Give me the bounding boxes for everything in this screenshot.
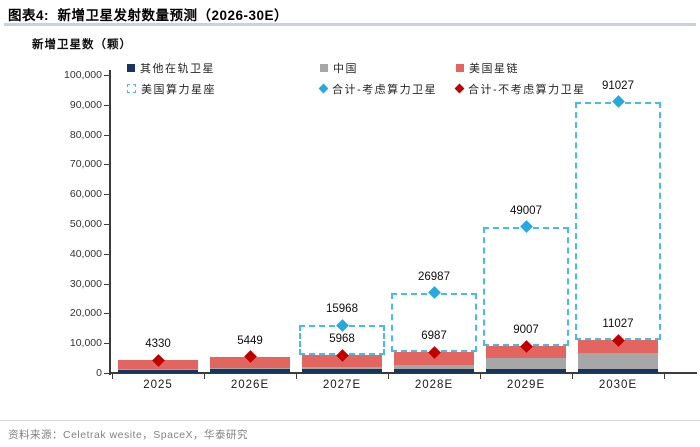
category-label: 2029E (506, 379, 546, 391)
bar-segment-other-in-orbit (302, 369, 382, 373)
legend-label: 合计-考虑算力卫星 (332, 83, 438, 96)
value-label-total-without: 11027 (602, 318, 634, 331)
x-axis-tick (664, 374, 665, 379)
y-tick-label: 80,000 (69, 128, 102, 141)
compute-constellation-dashed-box (391, 292, 477, 353)
x-axis-tick (572, 374, 573, 379)
x-axis-tick (480, 374, 481, 379)
square-swatch-icon (320, 63, 328, 72)
legend-row: 美国算力星座 合计-考虑算力卫星 合计-不考虑算力卫星 (127, 78, 666, 99)
y-axis-title: 新增卫星数（颗） (32, 39, 132, 51)
legend-item: 美国算力星座 (127, 81, 320, 97)
legend-label: 其他在轨卫星 (140, 62, 215, 75)
y-tick-label: 40,000 (69, 247, 102, 260)
bar-segment-other-in-orbit (578, 369, 658, 373)
x-axis-tick (296, 374, 297, 379)
bar-segment-other-in-orbit (394, 369, 474, 373)
value-label-total-with: 49007 (510, 204, 542, 217)
value-label-total-with: 26987 (418, 270, 450, 283)
legend-item: 合计-考虑算力卫星 (318, 81, 456, 97)
value-label-total-with: 15968 (326, 303, 358, 316)
x-axis-tick (112, 374, 113, 379)
legend-label: 美国算力星座 (141, 83, 216, 96)
y-axis-tick (104, 194, 110, 196)
x-axis-tick (204, 374, 205, 379)
source-divider (0, 420, 700, 421)
bar-segment-china (486, 358, 566, 370)
bar-segment-other-in-orbit (486, 369, 566, 373)
y-tick-label: 60,000 (69, 188, 102, 201)
compute-constellation-dashed-box (575, 101, 661, 341)
square-swatch-icon (127, 63, 135, 72)
y-axis-tick (104, 134, 110, 136)
legend-item: 中国 (320, 60, 456, 76)
y-axis-tick (104, 283, 110, 285)
legend-item: 其他在轨卫星 (127, 60, 320, 76)
legend-label: 美国星链 (469, 62, 519, 75)
value-label-total-without: 5449 (237, 334, 263, 347)
y-axis-tick (104, 224, 110, 225)
value-label-total-with: 91027 (602, 79, 634, 92)
value-label-total-without: 6987 (421, 330, 447, 343)
y-tick-label: 100,000 (64, 69, 102, 81)
bar-segment-other-in-orbit (210, 369, 290, 373)
y-tick-label: 20,000 (69, 307, 102, 320)
y-axis-tick (104, 75, 110, 76)
category-label: 2028E (414, 379, 454, 391)
legend-item: 美国星链 (456, 60, 666, 76)
source-note: 资料来源：Celetrak wesite，SpaceX，华泰研究 (8, 429, 249, 441)
value-label-total-without: 4330 (145, 338, 171, 351)
square-swatch-icon (456, 63, 464, 72)
bar-segment-china (210, 367, 290, 370)
title-divider (4, 23, 696, 26)
figure-title: 图表4: 新增卫星发射数量预测（2026-30E） (8, 8, 289, 23)
bar-segment-other-in-orbit (118, 369, 198, 373)
category-label: 2027E (322, 379, 362, 391)
legend-label: 合计-不考虑算力卫星 (468, 83, 586, 96)
legend-label: 中国 (333, 62, 358, 75)
category-label: 2030E (598, 379, 638, 391)
x-axis-tick (388, 374, 389, 379)
y-tick-label: 10,000 (69, 337, 102, 350)
diamond-swatch-icon (318, 83, 329, 94)
legend-row: 其他在轨卫星 中国 美国星链 (127, 57, 666, 78)
dashed-square-swatch-icon (127, 84, 136, 93)
y-axis-tick (104, 104, 110, 106)
x-axis-line (109, 372, 697, 374)
category-label: 2026E (230, 379, 270, 391)
y-axis-tick (104, 343, 110, 345)
value-label-total-without: 9007 (513, 324, 539, 337)
y-axis-tick (104, 373, 110, 374)
legend-item: 合计-不考虑算力卫星 (454, 81, 666, 97)
bar-segment-us-starlink (578, 340, 658, 354)
y-axis-tick (104, 313, 110, 315)
y-tick-label: 0 (96, 367, 102, 379)
y-axis-line (109, 70, 111, 375)
y-axis-tick (104, 253, 110, 255)
diamond-swatch-icon (454, 83, 465, 94)
y-tick-label: 90,000 (69, 98, 102, 111)
y-tick-label: 30,000 (69, 277, 102, 290)
bar-segment-china (578, 353, 658, 370)
y-tick-label: 70,000 (69, 158, 102, 171)
y-axis-tick (104, 164, 110, 166)
category-label: 2025 (143, 379, 173, 391)
value-label-total-without: 5968 (329, 333, 355, 346)
bar-segment-china (302, 367, 382, 370)
bar-segment-us-starlink (394, 352, 474, 365)
y-tick-label: 50,000 (69, 218, 102, 230)
chart-legend: 其他在轨卫星 中国 美国星链美国算力星座 合计-考虑算力卫星 合计-不考虑算力卫星 (127, 57, 666, 99)
bar-segment-china (394, 364, 474, 370)
